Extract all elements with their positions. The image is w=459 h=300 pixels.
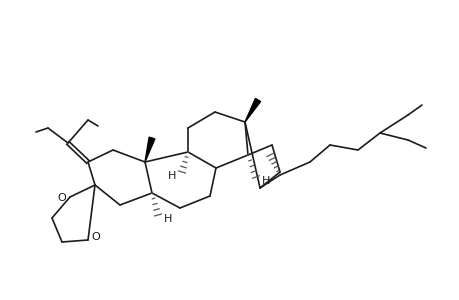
Polygon shape [245,98,260,122]
Text: H: H [168,171,176,181]
Text: O: O [91,232,100,242]
Text: H: H [163,214,172,224]
Polygon shape [145,137,155,162]
Text: H: H [261,176,269,186]
Text: O: O [57,193,66,203]
